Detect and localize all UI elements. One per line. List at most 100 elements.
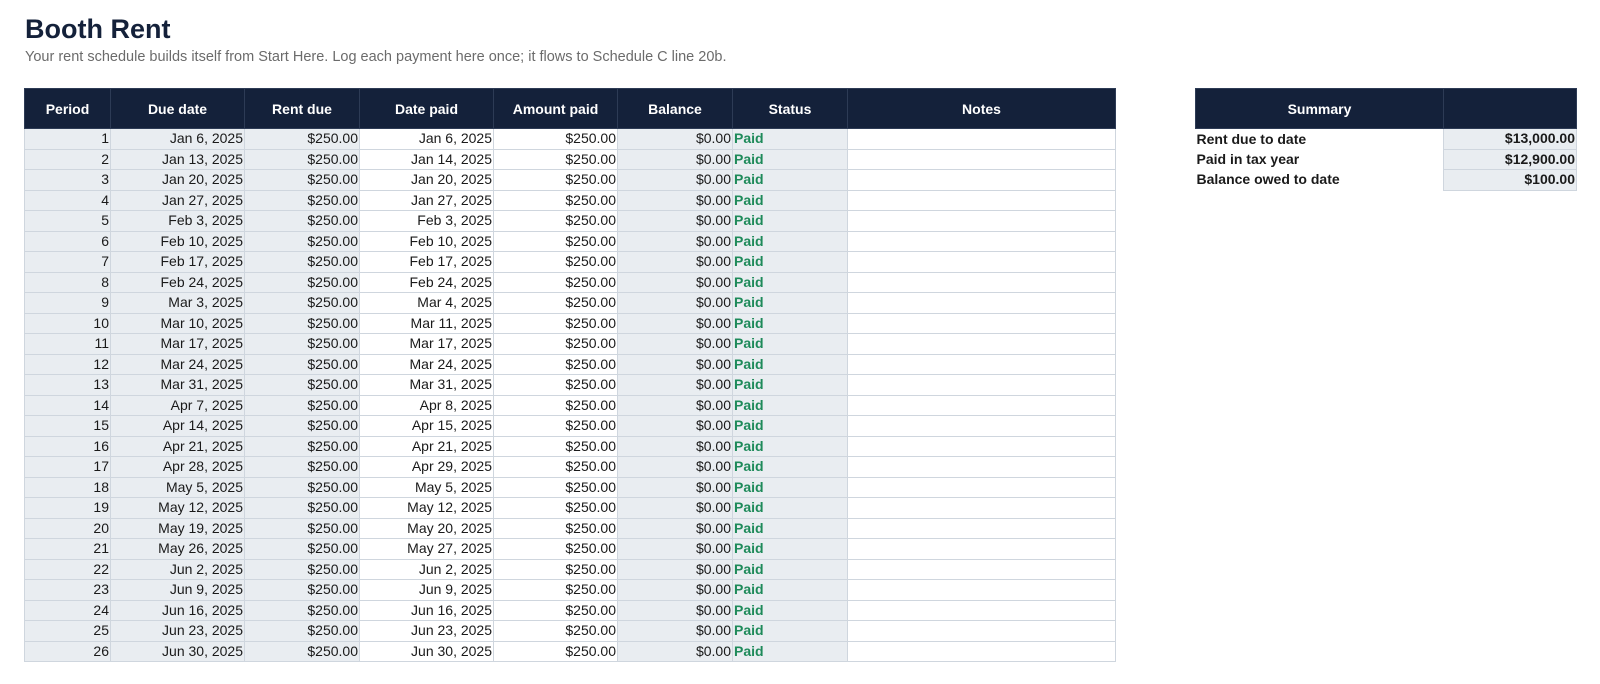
cell-notes[interactable]	[847, 640, 1116, 662]
cell-date-paid[interactable]: Mar 11, 2025	[359, 312, 494, 334]
cell-rent-due[interactable]: $250.00	[244, 394, 360, 416]
cell-period[interactable]: 17	[24, 456, 111, 478]
cell-balance[interactable]: $0.00	[617, 271, 733, 293]
cell-balance[interactable]: $0.00	[617, 558, 733, 580]
cell-date-paid[interactable]: May 27, 2025	[359, 538, 494, 560]
cell-date-paid[interactable]: May 5, 2025	[359, 476, 494, 498]
cell-date-paid[interactable]: Mar 4, 2025	[359, 292, 494, 314]
cell-notes[interactable]	[847, 374, 1116, 396]
cell-amount-paid[interactable]: $250.00	[493, 271, 618, 293]
cell-balance[interactable]: $0.00	[617, 230, 733, 252]
cell-period[interactable]: 13	[24, 374, 111, 396]
cell-due-date[interactable]: Mar 31, 2025	[110, 374, 245, 396]
cell-rent-due[interactable]: $250.00	[244, 476, 360, 498]
cell-period[interactable]: 26	[24, 640, 111, 662]
cell-due-date[interactable]: Jun 2, 2025	[110, 558, 245, 580]
cell-status[interactable]: Paid	[732, 517, 848, 539]
cell-date-paid[interactable]: Jun 2, 2025	[359, 558, 494, 580]
cell-amount-paid[interactable]: $250.00	[493, 476, 618, 498]
cell-notes[interactable]	[847, 517, 1116, 539]
cell-due-date[interactable]: May 26, 2025	[110, 538, 245, 560]
cell-status[interactable]: Paid	[732, 169, 848, 191]
cell-status[interactable]: Paid	[732, 148, 848, 170]
cell-balance[interactable]: $0.00	[617, 415, 733, 437]
cell-balance[interactable]: $0.00	[617, 394, 733, 416]
cell-date-paid[interactable]: Apr 21, 2025	[359, 435, 494, 457]
summary-header-value[interactable]	[1443, 88, 1577, 129]
cell-rent-due[interactable]: $250.00	[244, 230, 360, 252]
cell-balance[interactable]: $0.00	[617, 599, 733, 621]
cell-period[interactable]: 15	[24, 415, 111, 437]
cell-status[interactable]: Paid	[732, 435, 848, 457]
cell-period[interactable]: 24	[24, 599, 111, 621]
cell-notes[interactable]	[847, 353, 1116, 375]
cell-status[interactable]: Paid	[732, 640, 848, 662]
cell-date-paid[interactable]: Apr 15, 2025	[359, 415, 494, 437]
cell-due-date[interactable]: Mar 3, 2025	[110, 292, 245, 314]
cell-rent-due[interactable]: $250.00	[244, 538, 360, 560]
cell-notes[interactable]	[847, 333, 1116, 355]
cell-amount-paid[interactable]: $250.00	[493, 333, 618, 355]
cell-due-date[interactable]: Jun 23, 2025	[110, 620, 245, 642]
cell-notes[interactable]	[847, 148, 1116, 170]
cell-rent-due[interactable]: $250.00	[244, 374, 360, 396]
cell-rent-due[interactable]: $250.00	[244, 210, 360, 232]
cell-balance[interactable]: $0.00	[617, 435, 733, 457]
cell-rent-due[interactable]: $250.00	[244, 599, 360, 621]
cell-notes[interactable]	[847, 251, 1116, 273]
cell-balance[interactable]: $0.00	[617, 497, 733, 519]
cell-due-date[interactable]: Jan 27, 2025	[110, 189, 245, 211]
cell-rent-due[interactable]: $250.00	[244, 415, 360, 437]
cell-notes[interactable]	[847, 579, 1116, 601]
cell-status[interactable]: Paid	[732, 189, 848, 211]
cell-balance[interactable]: $0.00	[617, 374, 733, 396]
cell-period[interactable]: 5	[24, 210, 111, 232]
cell-amount-paid[interactable]: $250.00	[493, 292, 618, 314]
cell-balance[interactable]: $0.00	[617, 251, 733, 273]
cell-status[interactable]: Paid	[732, 271, 848, 293]
column-header-status[interactable]: Status	[732, 88, 848, 129]
cell-status[interactable]: Paid	[732, 353, 848, 375]
cell-date-paid[interactable]: Jan 6, 2025	[359, 128, 494, 150]
cell-status[interactable]: Paid	[732, 374, 848, 396]
cell-period[interactable]: 8	[24, 271, 111, 293]
cell-date-paid[interactable]: Jun 16, 2025	[359, 599, 494, 621]
cell-amount-paid[interactable]: $250.00	[493, 394, 618, 416]
cell-amount-paid[interactable]: $250.00	[493, 579, 618, 601]
cell-amount-paid[interactable]: $250.00	[493, 640, 618, 662]
column-header-date-paid[interactable]: Date paid	[359, 88, 494, 129]
cell-balance[interactable]: $0.00	[617, 517, 733, 539]
cell-balance[interactable]: $0.00	[617, 620, 733, 642]
cell-notes[interactable]	[847, 312, 1116, 334]
cell-amount-paid[interactable]: $250.00	[493, 148, 618, 170]
cell-rent-due[interactable]: $250.00	[244, 333, 360, 355]
cell-period[interactable]: 4	[24, 189, 111, 211]
cell-due-date[interactable]: Mar 17, 2025	[110, 333, 245, 355]
cell-date-paid[interactable]: May 20, 2025	[359, 517, 494, 539]
summary-value[interactable]: $12,900.00	[1443, 148, 1577, 170]
cell-amount-paid[interactable]: $250.00	[493, 374, 618, 396]
cell-due-date[interactable]: Jun 9, 2025	[110, 579, 245, 601]
cell-date-paid[interactable]: Mar 17, 2025	[359, 333, 494, 355]
cell-notes[interactable]	[847, 292, 1116, 314]
cell-rent-due[interactable]: $250.00	[244, 456, 360, 478]
summary-value[interactable]: $13,000.00	[1443, 128, 1577, 150]
cell-due-date[interactable]: Jan 6, 2025	[110, 128, 245, 150]
cell-period[interactable]: 1	[24, 128, 111, 150]
cell-due-date[interactable]: May 19, 2025	[110, 517, 245, 539]
cell-period[interactable]: 11	[24, 333, 111, 355]
cell-period[interactable]: 10	[24, 312, 111, 334]
cell-due-date[interactable]: Feb 10, 2025	[110, 230, 245, 252]
cell-due-date[interactable]: Mar 24, 2025	[110, 353, 245, 375]
column-header-rent-due[interactable]: Rent due	[244, 88, 360, 129]
cell-notes[interactable]	[847, 456, 1116, 478]
cell-balance[interactable]: $0.00	[617, 312, 733, 334]
cell-status[interactable]: Paid	[732, 538, 848, 560]
cell-rent-due[interactable]: $250.00	[244, 558, 360, 580]
cell-balance[interactable]: $0.00	[617, 169, 733, 191]
cell-notes[interactable]	[847, 169, 1116, 191]
cell-period[interactable]: 25	[24, 620, 111, 642]
cell-amount-paid[interactable]: $250.00	[493, 210, 618, 232]
cell-due-date[interactable]: Mar 10, 2025	[110, 312, 245, 334]
column-header-due-date[interactable]: Due date	[110, 88, 245, 129]
